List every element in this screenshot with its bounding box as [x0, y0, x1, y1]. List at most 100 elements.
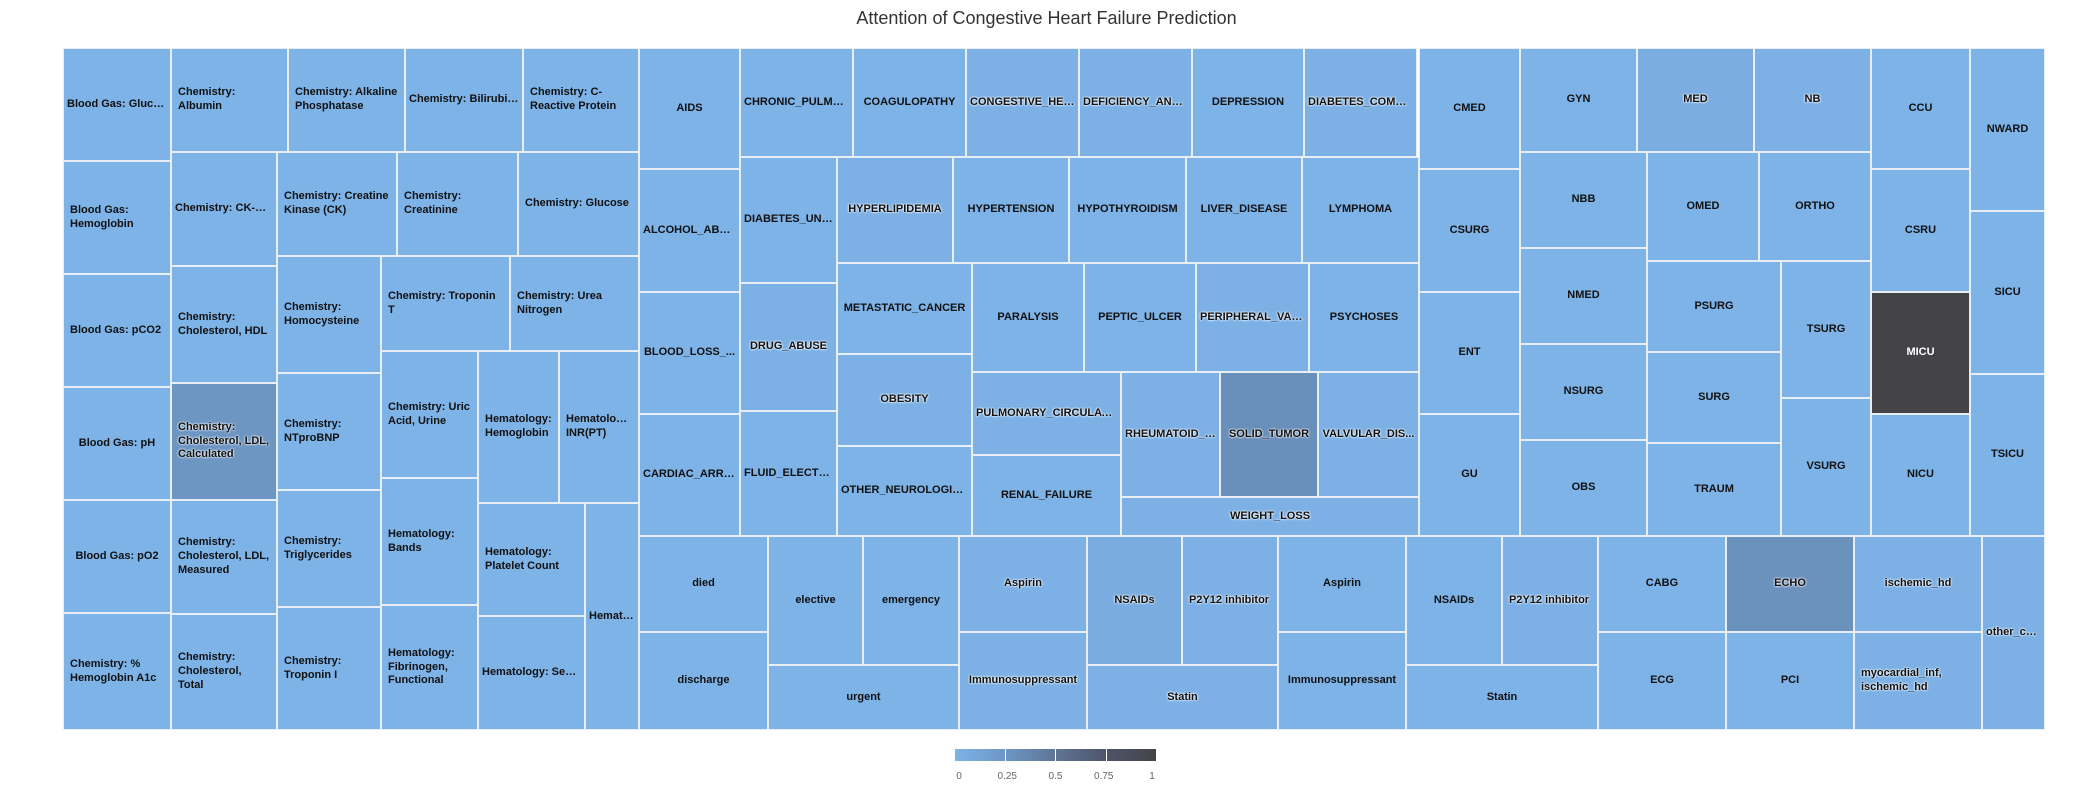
- treemap-cell-renal-failure: RENAL_FAILURE: [972, 455, 1121, 536]
- treemap-cell-label: DRUG_ABUSE: [749, 340, 827, 353]
- treemap-cell-fluid-electr: FLUID_ELECTR...: [740, 411, 837, 536]
- treemap-cell-label: NWARD: [1986, 122, 2029, 135]
- treemap-cell-blood-gas-hemoglobin: Blood Gas: Hemoglobin: [63, 161, 171, 274]
- treemap-cell-label: Chemistry: Cholesterol, LDL, Measured: [178, 536, 270, 576]
- treemap-cell-chemistry-cholesterol-total: Chemistry: Cholesterol, Total: [171, 614, 277, 730]
- treemap-cell-label: PSURG: [1694, 299, 1734, 312]
- treemap-cell-label: FLUID_ELECTR...: [744, 466, 836, 479]
- treemap-cell-chemistry-ck-m: Chemistry: CK-M...: [171, 152, 277, 266]
- treemap-cell-solid-tumor: SOLID_TUMOR: [1220, 372, 1318, 497]
- legend-segment: [955, 749, 1006, 761]
- treemap-cell-hemato: Hemato...: [585, 503, 639, 730]
- treemap-cell-hematology-fibrinogen-functional: Hematology: Fibrinogen, Functional: [381, 605, 478, 730]
- treemap-cell-label: CARDIAC_ARRH...: [643, 468, 739, 481]
- treemap-cell-label: PSYCHOSES: [1329, 310, 1399, 323]
- treemap-cell-psurg: PSURG: [1647, 261, 1781, 352]
- treemap-cell-ortho: ORTHO: [1759, 152, 1871, 261]
- treemap-cell-chemistry-urea-nitrogen: Chemistry: Urea Nitrogen: [510, 256, 639, 351]
- treemap-cell-label: GYN: [1566, 93, 1591, 106]
- treemap-cell-label: AIDS: [676, 101, 703, 114]
- treemap-cell-p2y12-inhibitor: P2Y12 inhibitor: [1182, 536, 1278, 665]
- treemap-cell-cabg: CABG: [1598, 536, 1726, 632]
- treemap-cell-label: CABG: [1645, 577, 1679, 590]
- treemap-cell-valvular-dis: VALVULAR_DIS...: [1318, 372, 1419, 497]
- treemap-cell-other-neurologic: OTHER_NEUROLOGIC...: [837, 446, 972, 536]
- treemap-cell-other-car: other_car...: [1982, 536, 2045, 730]
- chart-title: Attention of Congestive Heart Failure Pr…: [856, 8, 1237, 28]
- treemap-cell-label: NSAIDs: [1433, 593, 1475, 606]
- treemap-cell-micu: MICU: [1871, 292, 1970, 414]
- treemap-cell-label: Aspirin: [1004, 577, 1042, 590]
- treemap-cell-peripheral-vas: PERIPHERAL_VAS...: [1196, 263, 1309, 372]
- treemap-cell-chemistry-cholesterol-hdl: Chemistry: Cholesterol, HDL: [171, 266, 277, 383]
- treemap-cell-label: CSRU: [1904, 223, 1937, 236]
- treemap-cell-label: HYPERLIPIDEMIA: [848, 203, 942, 216]
- treemap-cell-label: NMED: [1567, 289, 1600, 302]
- legend-tick-label: 0.25: [997, 771, 1017, 782]
- color-legend: 0 0.25 0.5 0.75 1: [955, 749, 1156, 782]
- treemap-cell-urgent: urgent: [768, 665, 959, 730]
- treemap-cell-statin: Statin: [1406, 665, 1598, 730]
- treemap-cell-vsurg: VSURG: [1781, 398, 1871, 536]
- treemap-cell-immunosuppressant: Immunosuppressant: [1278, 632, 1406, 730]
- treemap-cell-label: TSICU: [1991, 448, 2024, 461]
- legend-segment: [1056, 749, 1107, 761]
- legend-segment: [1106, 749, 1156, 761]
- treemap-cell-label: PEPTIC_ULCER: [1098, 310, 1182, 323]
- treemap-cell-hypothyroidism: HYPOTHYROIDISM: [1069, 157, 1186, 263]
- treemap-cell-label: GU: [1461, 468, 1478, 481]
- treemap-cell-gyn: GYN: [1520, 48, 1637, 152]
- treemap-cell-label: MICU: [1906, 346, 1935, 359]
- treemap-cell-label: OMED: [1686, 199, 1720, 212]
- treemap-cell-label: LIVER_DISEASE: [1200, 203, 1288, 216]
- treemap-cell-chemistry-triglycerides: Chemistry: Triglycerides: [277, 490, 381, 607]
- treemap-cell-hematology-hemoglobin: Hematology: Hemoglobin: [478, 351, 559, 503]
- treemap-cell-label: TRAUM: [1694, 482, 1734, 495]
- treemap-cell-label: SICU: [1994, 285, 2021, 298]
- treemap-cell-label: Hematology: Platelet Count: [485, 545, 559, 572]
- treemap-cell-csurg: CSURG: [1419, 169, 1520, 292]
- treemap-cell-label: NSAIDs: [1114, 593, 1155, 606]
- treemap-cell-lymphoma: LYMPHOMA: [1302, 157, 1419, 263]
- treemap-cell-label: NSURG: [1563, 385, 1604, 398]
- treemap-cell-depression: DEPRESSION: [1192, 48, 1304, 157]
- treemap-cell-emergency: emergency: [863, 536, 959, 665]
- treemap-cell-label: P2Y12 inhibitor: [1189, 593, 1270, 606]
- treemap-cell-label: myocardial_inf, ischemic_hd: [1861, 667, 1942, 693]
- treemap-cell-tsurg: TSURG: [1781, 261, 1871, 398]
- treemap-cell-label: Hematology: Sedi...: [482, 666, 584, 679]
- treemap-cell-label: ischemic_hd: [1884, 577, 1952, 590]
- treemap-cell-label: VALVULAR_DIS...: [1322, 427, 1415, 440]
- treemap-cell-label: Chemistry: Cholesterol, HDL: [178, 310, 268, 337]
- treemap-cell-diabetes-unc: DIABETES_UNC...: [740, 157, 837, 283]
- treemap-cell-metastatic-cancer: METASTATIC_CANCER: [837, 263, 972, 354]
- treemap-cell-label: Hematology: Bands: [388, 527, 455, 554]
- treemap-cell-blood-gas-pco2: Blood Gas: pCO2: [63, 274, 171, 387]
- treemap-cell-label: Chemistry: Creatinine: [404, 190, 462, 216]
- treemap-cell-gu: GU: [1419, 414, 1520, 536]
- treemap-cell-label: Chemistry: Homocysteine: [284, 300, 360, 327]
- treemap-cell-hematology-bands: Hematology: Bands: [381, 478, 478, 605]
- treemap-cell-ecg: ECG: [1598, 632, 1726, 730]
- treemap-cell-chemistry-cholesterol-ldl-measured: Chemistry: Cholesterol, LDL, Measured: [171, 500, 277, 614]
- treemap-cell-label: Chemistry: Troponin I: [284, 654, 342, 681]
- treemap-cell-label: ECHO: [1774, 577, 1806, 590]
- treemap-cell-csru: CSRU: [1871, 169, 1970, 292]
- legend-tick-label: 1: [1149, 771, 1155, 782]
- treemap-cell-chemistry-glucose: Chemistry: Glucose: [518, 152, 639, 256]
- treemap-cell-label: DEFICIENCY_ANE...: [1083, 95, 1189, 108]
- treemap-cell-label: OBESITY: [880, 393, 929, 406]
- treemap-cell-label: Blood Gas: pO2: [75, 549, 159, 562]
- treemap-cell-aspirin: Aspirin: [959, 536, 1087, 632]
- treemap-cell-label: CHRONIC_PULMO...: [744, 95, 851, 108]
- treemap-cell-label: DEPRESSION: [1211, 95, 1285, 108]
- treemap-cell-obesity: OBESITY: [837, 354, 972, 446]
- treemap-cell-label: NBB: [1571, 193, 1596, 206]
- treemap-cell-label: emergency: [881, 593, 941, 606]
- treemap-cell-hyperlipidemia: HYPERLIPIDEMIA: [837, 157, 953, 263]
- legend-tick-label: 0.5: [1048, 771, 1063, 782]
- treemap-cell-chemistry-alkaline-phosphatase: Chemistry: Alkaline Phosphatase: [288, 48, 405, 152]
- treemap-cell-nsaids: NSAIDs: [1406, 536, 1502, 665]
- treemap-cell-label: Blood Gas: Gluco...: [67, 97, 170, 110]
- treemap-cell-statin: Statin: [1087, 665, 1278, 730]
